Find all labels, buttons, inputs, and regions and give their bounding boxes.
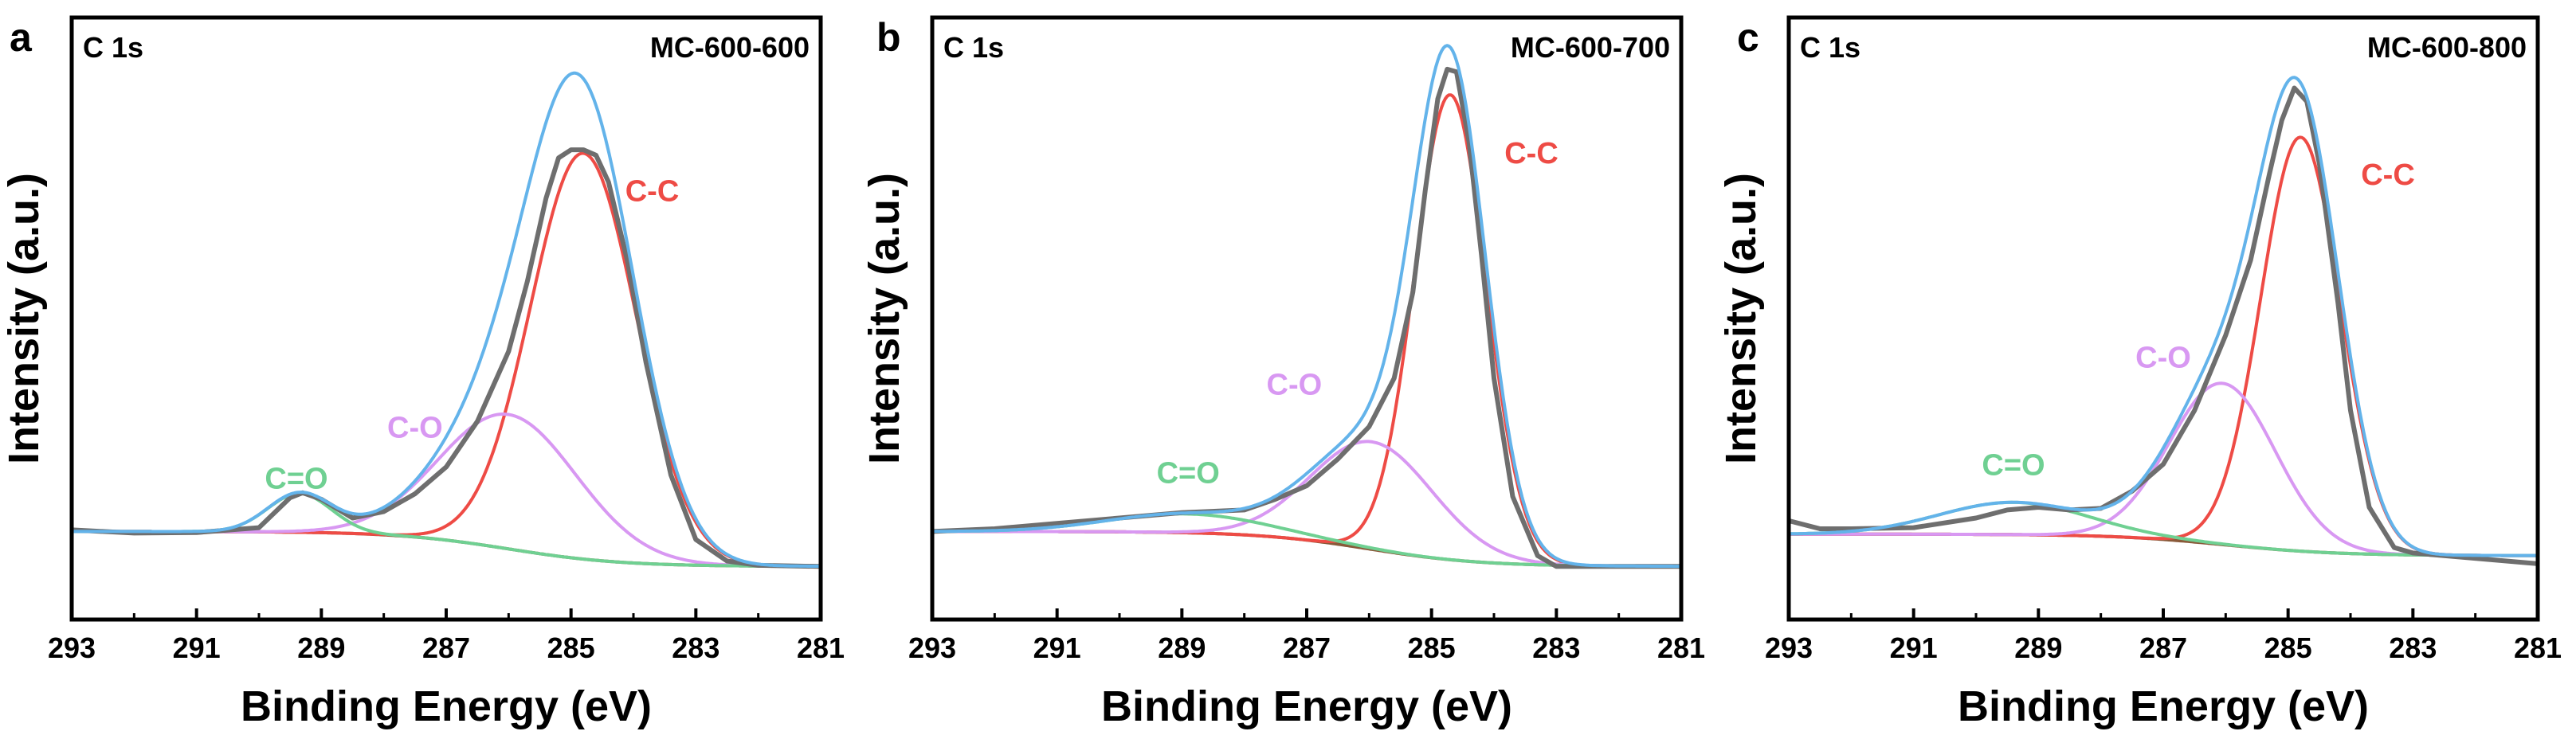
x-tick-label: 283	[672, 631, 719, 664]
peak-label-ceqo: C=O	[1982, 449, 2045, 483]
panel-letter: c	[1737, 15, 1759, 60]
sample-label: MC-600-600	[650, 31, 810, 64]
y-axis-title: Intensity (a.u.)	[0, 173, 48, 464]
core-level-label: C 1s	[83, 31, 143, 64]
peak-c-c	[932, 93, 1681, 569]
y-axis-title: Intensity (a.u.)	[1717, 173, 1765, 464]
panel-letter: a	[10, 15, 33, 60]
x-axis-title: Binding Energy (eV)	[241, 682, 652, 730]
background-line	[932, 530, 1681, 569]
raw-spectrum-line	[72, 147, 821, 569]
plot-frame	[69, 15, 823, 622]
peak-label-c-c: C-C	[1504, 137, 1559, 170]
sample-label: MC-600-700	[1511, 31, 1670, 64]
y-axis-title: Intensity (a.u.)	[861, 173, 908, 464]
x-tick-label: 289	[297, 631, 345, 664]
x-axis-title: Binding Energy (eV)	[1958, 682, 2369, 730]
x-tick-label: 285	[2264, 631, 2312, 664]
x-tick-label: 285	[547, 631, 595, 664]
x-tick-label: 287	[422, 631, 470, 664]
peak-label-c-o: C-O	[2135, 342, 2191, 375]
x-tick-label: 281	[797, 631, 845, 664]
x-tick-label: 291	[173, 631, 221, 664]
x-tick-label: 293	[908, 631, 956, 664]
x-tick-label: 287	[2139, 631, 2187, 664]
raw-spectrum-line	[932, 66, 1681, 569]
peak-c-c	[72, 151, 821, 569]
peak-label-ceqo: C=O	[265, 462, 327, 495]
peak-label-ceqo: C=O	[1157, 457, 1220, 491]
peak-c-o	[932, 440, 1681, 569]
core-level-label: C 1s	[1800, 31, 1860, 64]
x-tick-label: 293	[48, 631, 96, 664]
x-tick-label: 293	[1765, 631, 1813, 664]
x-tick-label: 283	[1532, 631, 1580, 664]
x-tick-label: 281	[1657, 631, 1705, 664]
sample-label: MC-600-800	[2367, 31, 2527, 64]
plot-area	[932, 44, 1681, 569]
x-tick-label: 291	[1890, 631, 1938, 664]
core-level-label: C 1s	[943, 31, 1004, 64]
plot-area	[1789, 76, 2538, 566]
x-tick-label: 281	[2514, 631, 2562, 664]
x-tick-label: 291	[1033, 631, 1081, 664]
panel-c: 293 291 289 287 285 283 281 Binding Energy (eV)…	[1717, 15, 2562, 730]
peak-label-c-c: C-C	[2361, 158, 2415, 192]
plot-area	[72, 71, 821, 569]
x-axis-title: Binding Energy (eV)	[1101, 682, 1512, 730]
fit-envelope-line	[1789, 76, 2538, 557]
fit-envelope-line	[72, 71, 821, 569]
x-tick-label: 289	[2014, 631, 2062, 664]
fit-envelope-line	[932, 44, 1681, 569]
peak-label-c-o: C-O	[1267, 368, 1323, 401]
peak-label-c-c: C-C	[625, 174, 680, 208]
panel-a: 293 291 289 287 285 283 281 Binding Energy (eV)…	[0, 15, 845, 730]
x-tick-label: 285	[1408, 631, 1456, 664]
peak-label-c-o: C-O	[387, 411, 443, 444]
panel-letter: b	[876, 15, 901, 60]
x-tick-label: 287	[1283, 631, 1331, 664]
panel-b: 293 291 289 287 285 283 281 Binding Energy (eV)…	[861, 15, 1705, 730]
x-tick-label: 283	[2389, 631, 2437, 664]
raw-spectrum-line	[1789, 85, 2538, 566]
x-tick-label: 289	[1158, 631, 1206, 664]
